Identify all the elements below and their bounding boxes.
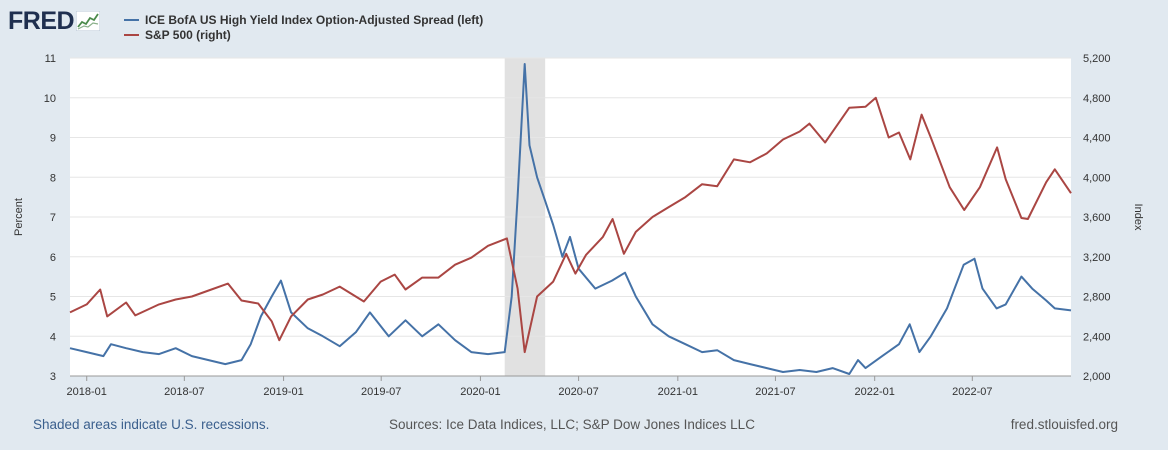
- y-tick-left-label: 9: [50, 133, 56, 145]
- chart-legend: ICE BofA US High Yield Index Option-Adju…: [124, 12, 483, 42]
- y-tick-right-label: 4,800: [1083, 93, 1111, 105]
- legend-item-spread[interactable]: ICE BofA US High Yield Index Option-Adju…: [124, 12, 483, 27]
- y-tick-right-label: 2,800: [1083, 292, 1111, 304]
- x-tick-label: 2021-01: [658, 386, 698, 398]
- x-tick-label: 2021-07: [755, 386, 795, 398]
- y-tick-right-label: 2,000: [1083, 371, 1111, 383]
- y-tick-left-label: 8: [50, 172, 56, 184]
- axes: 3 2,000 4 2,400 5 2,800 6 3,200 7 3,600 8 4,000 9 4,4…: [44, 53, 1111, 398]
- series-line-spread: [69, 63, 1072, 375]
- x-tick-label: 2022-07: [952, 386, 992, 398]
- chart-header: FRED ICE BofA US High Yield Index Option…: [0, 0, 1168, 50]
- legend-item-sp500[interactable]: S&P 500 (right): [124, 27, 483, 42]
- series-lines: [69, 63, 1072, 375]
- line-chart[interactable]: 3 2,000 4 2,400 5 2,800 6 3,200 7 3,600 8 4,000 9 4,4…: [0, 48, 1168, 408]
- x-tick-label: 2018-07: [164, 386, 204, 398]
- recession-note-link[interactable]: Shaded areas indicate U.S. recessions.: [33, 417, 270, 432]
- site-link[interactable]: fred.stlouisfed.org: [1010, 417, 1118, 432]
- legend-label: S&P 500 (right): [145, 27, 231, 42]
- y-axis-right-label: Index: [1132, 204, 1144, 231]
- y-tick-left-label: 6: [50, 252, 56, 264]
- y-tick-left-label: 3: [50, 371, 56, 383]
- y-tick-right-label: 4,400: [1083, 133, 1111, 145]
- y-tick-right-label: 5,200: [1083, 53, 1111, 65]
- y-tick-right-label: 4,000: [1083, 172, 1111, 184]
- x-tick-label: 2020-07: [558, 386, 598, 398]
- legend-swatch: [124, 18, 139, 21]
- y-tick-left-label: 4: [50, 331, 56, 343]
- y-tick-left-label: 11: [45, 53, 56, 65]
- series-line-sp500: [69, 96, 1072, 354]
- x-tick-label: 2019-07: [361, 386, 401, 398]
- x-tick-label: 2019-01: [263, 386, 303, 398]
- legend-label: ICE BofA US High Yield Index Option-Adju…: [145, 12, 484, 27]
- legend-swatch: [124, 33, 139, 36]
- y-tick-right-label: 3,600: [1083, 212, 1111, 224]
- x-tick-label: 2020-01: [460, 386, 500, 398]
- x-tick-label: 2022-01: [854, 386, 894, 398]
- x-tick-label: 2018-01: [67, 386, 107, 398]
- y-tick-left-label: 7: [50, 212, 56, 224]
- y-tick-left-label: 5: [50, 292, 56, 304]
- logo-graph-icon: [76, 11, 101, 31]
- logo-text: FRED: [8, 6, 75, 35]
- sources-text: Sources: Ice Data Indices, LLC; S&P Dow …: [389, 417, 755, 432]
- y-tick-right-label: 3,200: [1083, 252, 1111, 264]
- y-axis-left-label: Percent: [13, 198, 25, 236]
- y-tick-right-label: 2,400: [1083, 331, 1111, 343]
- fred-logo[interactable]: FRED: [8, 6, 101, 36]
- y-tick-left-label: 10: [44, 93, 56, 105]
